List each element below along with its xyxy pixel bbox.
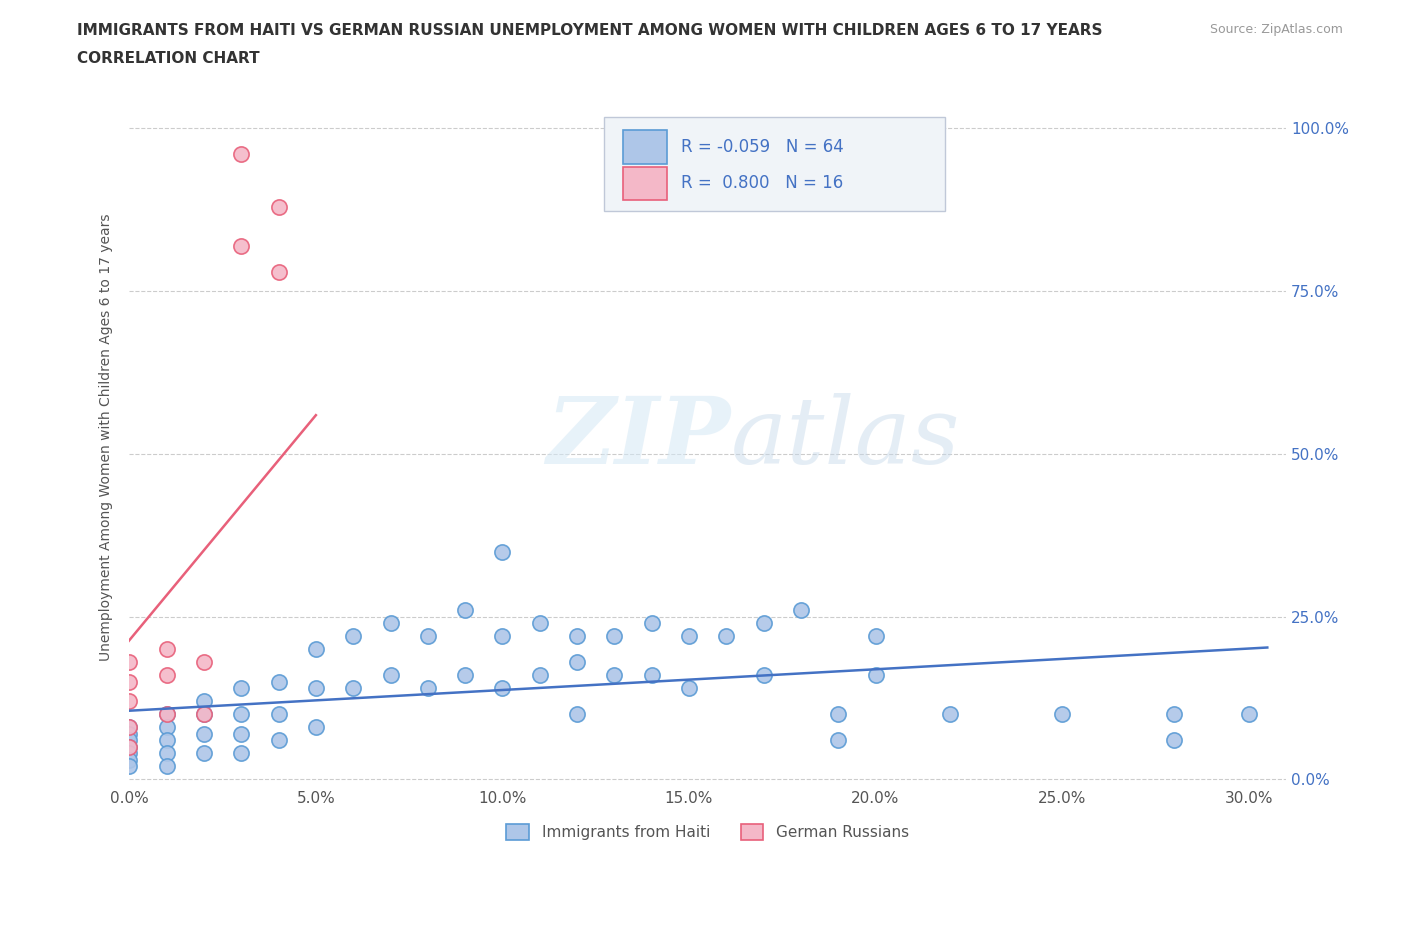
Point bbox=[156, 733, 179, 748]
Point bbox=[267, 674, 290, 689]
Point bbox=[267, 199, 290, 214]
Point bbox=[267, 733, 290, 748]
Point bbox=[603, 668, 626, 683]
Point bbox=[565, 707, 588, 722]
Point bbox=[491, 544, 513, 559]
Point bbox=[565, 629, 588, 644]
Point bbox=[640, 616, 662, 631]
Text: IMMIGRANTS FROM HAITI VS GERMAN RUSSIAN UNEMPLOYMENT AMONG WOMEN WITH CHILDREN A: IMMIGRANTS FROM HAITI VS GERMAN RUSSIAN … bbox=[77, 23, 1102, 38]
Text: CORRELATION CHART: CORRELATION CHART bbox=[77, 51, 260, 66]
Point bbox=[491, 681, 513, 696]
Point bbox=[529, 616, 551, 631]
Point bbox=[1050, 707, 1073, 722]
Point bbox=[939, 707, 962, 722]
Point bbox=[1163, 733, 1185, 748]
Point bbox=[603, 629, 626, 644]
Point bbox=[231, 726, 253, 741]
Point bbox=[752, 668, 775, 683]
Point bbox=[118, 674, 141, 689]
Text: R = -0.059   N = 64: R = -0.059 N = 64 bbox=[681, 139, 844, 156]
Point bbox=[193, 726, 215, 741]
Point bbox=[1237, 707, 1260, 722]
Point bbox=[231, 681, 253, 696]
Point bbox=[118, 694, 141, 709]
Point bbox=[231, 746, 253, 761]
Point bbox=[716, 629, 738, 644]
FancyBboxPatch shape bbox=[623, 130, 668, 164]
Point bbox=[678, 629, 700, 644]
Point bbox=[865, 629, 887, 644]
Point bbox=[193, 694, 215, 709]
Point bbox=[752, 616, 775, 631]
Point bbox=[380, 616, 402, 631]
Point bbox=[118, 759, 141, 774]
Point bbox=[416, 629, 439, 644]
Point bbox=[491, 629, 513, 644]
Point bbox=[342, 629, 364, 644]
Point bbox=[790, 603, 813, 618]
Text: atlas: atlas bbox=[731, 392, 960, 483]
Point bbox=[267, 707, 290, 722]
FancyBboxPatch shape bbox=[623, 166, 668, 200]
Point bbox=[342, 681, 364, 696]
Text: ZIP: ZIP bbox=[547, 392, 731, 483]
Point bbox=[305, 642, 328, 657]
Point bbox=[118, 733, 141, 748]
Point bbox=[305, 681, 328, 696]
Point bbox=[865, 668, 887, 683]
Point bbox=[156, 707, 179, 722]
Point bbox=[193, 655, 215, 670]
Point bbox=[118, 746, 141, 761]
Legend: Immigrants from Haiti, German Russians: Immigrants from Haiti, German Russians bbox=[499, 817, 917, 848]
Point bbox=[416, 681, 439, 696]
Point bbox=[454, 668, 477, 683]
Point bbox=[305, 720, 328, 735]
Point bbox=[640, 134, 662, 149]
Point bbox=[118, 720, 141, 735]
Text: R =  0.800   N = 16: R = 0.800 N = 16 bbox=[681, 175, 844, 193]
Point bbox=[156, 668, 179, 683]
Point bbox=[267, 264, 290, 279]
Point bbox=[827, 707, 849, 722]
Point bbox=[156, 746, 179, 761]
Point bbox=[118, 739, 141, 754]
Point bbox=[118, 752, 141, 767]
Point bbox=[118, 739, 141, 754]
Text: Source: ZipAtlas.com: Source: ZipAtlas.com bbox=[1209, 23, 1343, 36]
Point bbox=[827, 733, 849, 748]
Point bbox=[193, 746, 215, 761]
Point bbox=[565, 655, 588, 670]
Point bbox=[380, 668, 402, 683]
Point bbox=[156, 642, 179, 657]
Point bbox=[454, 603, 477, 618]
Point bbox=[678, 681, 700, 696]
Point bbox=[603, 121, 626, 136]
Point bbox=[1163, 707, 1185, 722]
Y-axis label: Unemployment Among Women with Children Ages 6 to 17 years: Unemployment Among Women with Children A… bbox=[100, 214, 114, 661]
Point bbox=[193, 707, 215, 722]
Point bbox=[231, 707, 253, 722]
FancyBboxPatch shape bbox=[603, 117, 945, 211]
Point bbox=[118, 720, 141, 735]
Point bbox=[156, 720, 179, 735]
Point bbox=[231, 147, 253, 162]
Point bbox=[156, 759, 179, 774]
Point bbox=[529, 668, 551, 683]
Point bbox=[193, 707, 215, 722]
Point bbox=[118, 726, 141, 741]
Point bbox=[640, 668, 662, 683]
Point bbox=[118, 655, 141, 670]
Point bbox=[156, 707, 179, 722]
Point bbox=[231, 238, 253, 253]
